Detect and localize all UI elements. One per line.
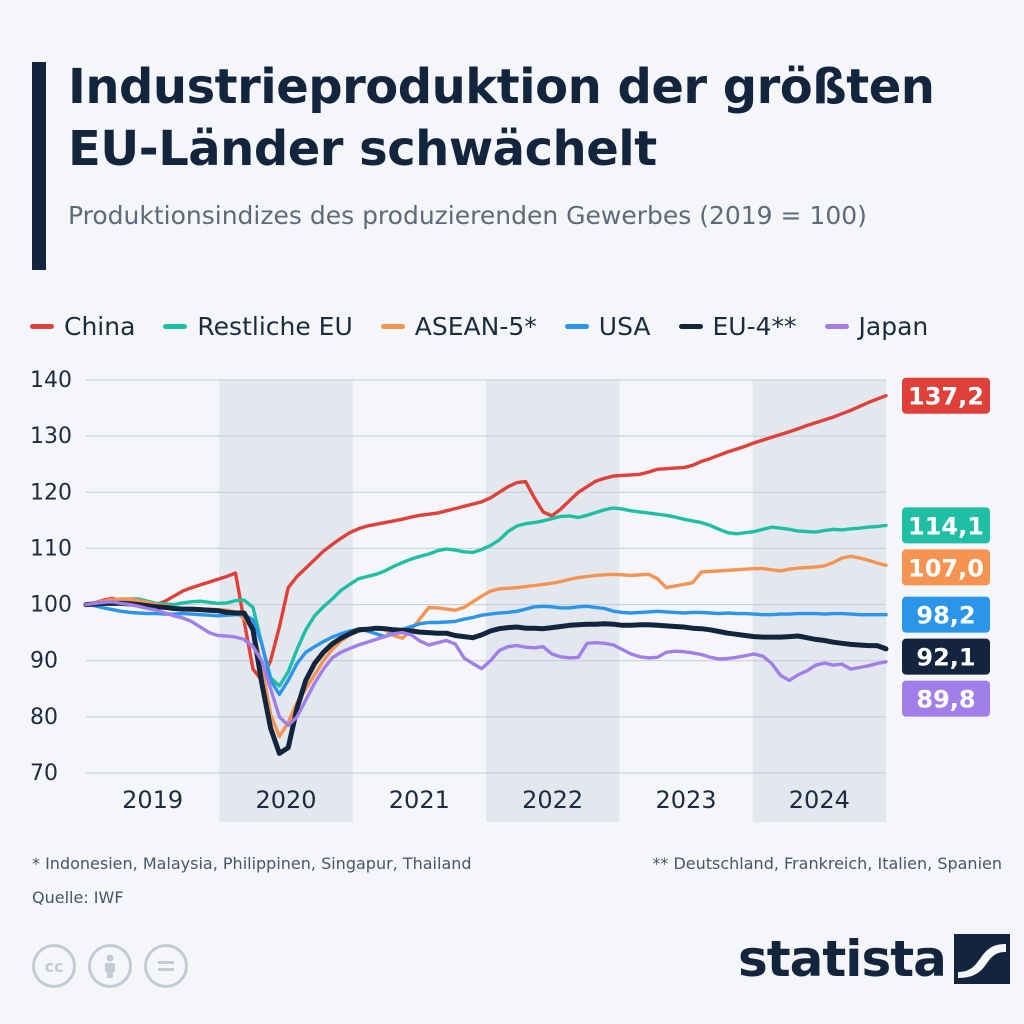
brand-wordmark: statista bbox=[738, 930, 947, 988]
legend-label-eu-4: EU-4** bbox=[712, 311, 797, 341]
y-tick-label: 140 bbox=[30, 368, 72, 393]
series-line-restliche-eu bbox=[84, 506, 888, 688]
x-tick-label-2019: 2019 bbox=[122, 786, 183, 814]
x-tick-label-2021: 2021 bbox=[389, 786, 450, 814]
legend-item-china: China bbox=[30, 312, 135, 341]
cc-label: cc bbox=[44, 956, 64, 976]
footnote-eu4: ** Deutschland, Frankreich, Italien, Spa… bbox=[652, 854, 1002, 873]
cc-icon[interactable]: cc bbox=[32, 944, 76, 988]
shade-band-2022 bbox=[486, 380, 620, 822]
end-label-box-china bbox=[902, 377, 990, 414]
end-label-box-asean-5 bbox=[902, 549, 990, 586]
title-accent-bar bbox=[32, 62, 46, 270]
y-axis-ticks: 70 80 90 100 110 120 130 140 bbox=[30, 368, 72, 786]
equals-glyph bbox=[158, 961, 174, 971]
legend-item-japan: Japan bbox=[824, 311, 929, 341]
legend-label-japan: Japan bbox=[858, 311, 929, 341]
series-line-eu-4 bbox=[83, 600, 889, 756]
license-icons: cc bbox=[32, 944, 188, 988]
end-label-usa: 98,2 bbox=[916, 602, 975, 630]
series-line-china bbox=[84, 394, 888, 683]
legend-swatch-usa bbox=[564, 323, 589, 329]
y-tick-label: 120 bbox=[30, 480, 72, 505]
y-tick-label: 70 bbox=[30, 761, 58, 786]
statista-logo[interactable]: statista bbox=[738, 930, 1010, 988]
series-line-japan bbox=[84, 600, 888, 727]
x-tick-label-2023: 2023 bbox=[655, 786, 716, 814]
chart-title: Industrieproduktion der größten EU-Lände… bbox=[68, 59, 935, 177]
legend-swatch-eu-4 bbox=[678, 323, 703, 329]
y-tick-label: 130 bbox=[30, 424, 72, 449]
legend-swatch-restliche-eu bbox=[163, 323, 188, 329]
end-label-restliche-eu: 114,1 bbox=[908, 512, 984, 540]
x-tick-label-2020: 2020 bbox=[255, 786, 316, 814]
attribution-icon[interactable] bbox=[88, 944, 132, 988]
footnotes: * Indonesien, Malaysia, Philippinen, Sin… bbox=[32, 854, 1002, 873]
series-line-usa bbox=[84, 602, 888, 697]
x-tick-label-2024: 2024 bbox=[789, 786, 850, 814]
legend-item-usa: USA bbox=[564, 311, 651, 341]
person-glyph bbox=[105, 954, 115, 978]
legend: China Restliche EU ASEAN-5* USA EU-4** J… bbox=[30, 306, 1010, 346]
legend-swatch-china bbox=[30, 323, 54, 329]
legend-label-usa: USA bbox=[598, 311, 651, 341]
legend-label-china: China bbox=[64, 311, 136, 341]
end-label-box-restliche-eu bbox=[902, 507, 990, 544]
end-label-china: 137,2 bbox=[908, 383, 984, 411]
end-label-box-eu-4 bbox=[902, 638, 990, 675]
y-tick-label: 90 bbox=[30, 649, 58, 674]
end-value-labels: 137,2 114,1 107,0 98,2 92,1 89,8 bbox=[902, 377, 990, 717]
no-derivatives-icon[interactable] bbox=[144, 944, 188, 988]
x-axis-year-labels: 2019 2020 2021 2022 2023 2024 bbox=[122, 786, 850, 814]
y-tick-label: 100 bbox=[30, 593, 72, 618]
source-note: Quelle: IWF bbox=[32, 888, 124, 907]
end-label-japan: 89,8 bbox=[916, 686, 975, 714]
series-lines bbox=[83, 394, 889, 756]
statista-logo-icon bbox=[953, 934, 1010, 984]
legend-item-restliche-eu: Restliche EU bbox=[163, 311, 353, 341]
end-label-box-usa bbox=[902, 596, 990, 633]
legend-swatch-japan bbox=[824, 323, 849, 329]
legend-label-asean-5: ASEAN-5* bbox=[414, 311, 537, 341]
end-label-asean-5: 107,0 bbox=[908, 554, 984, 582]
chart-subtitle: Produktionsindizes des produzierenden Ge… bbox=[68, 201, 867, 230]
end-label-box-japan bbox=[902, 680, 990, 717]
shade-band-2024 bbox=[752, 380, 886, 822]
y-tick-label: 80 bbox=[30, 705, 58, 730]
year-shading bbox=[219, 380, 886, 822]
legend-item-eu-4: EU-4** bbox=[678, 311, 797, 341]
legend-item-asean-5: ASEAN-5* bbox=[380, 311, 537, 341]
legend-label-restliche-eu: Restliche EU bbox=[197, 311, 353, 341]
footnote-asean: * Indonesien, Malaysia, Philippinen, Sin… bbox=[32, 854, 472, 873]
legend-swatch-asean-5 bbox=[380, 323, 405, 329]
end-label-eu-4: 92,1 bbox=[916, 644, 975, 672]
y-tick-label: 110 bbox=[30, 536, 72, 561]
x-tick-label-2022: 2022 bbox=[522, 786, 583, 814]
